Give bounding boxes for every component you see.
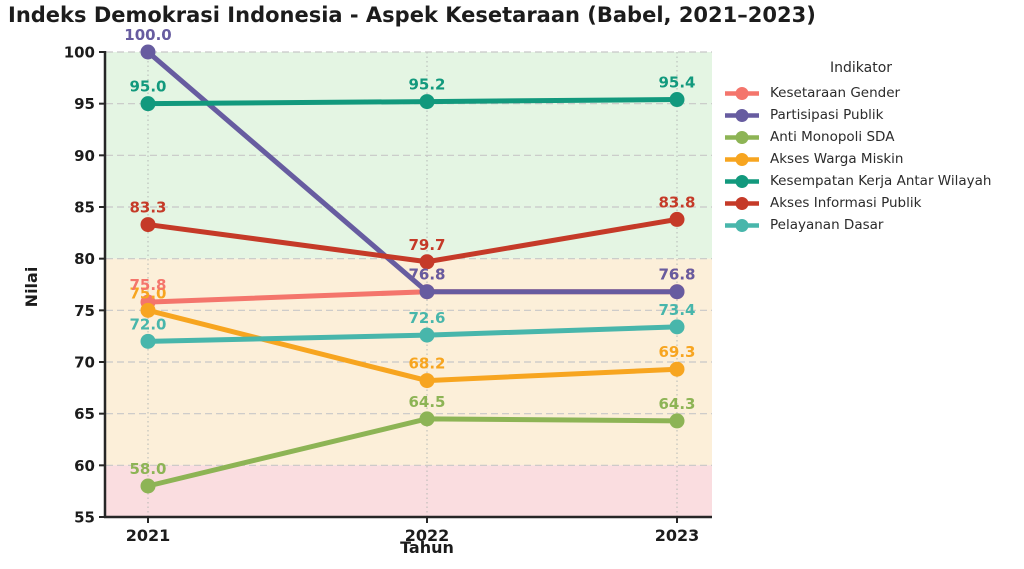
point-label-akses-informasi-publik-2021: 83.3: [129, 199, 166, 217]
point-akses-informasi-publik-2021: [140, 217, 156, 233]
point-label-partisipasi-publik-2022: 76.8: [408, 266, 445, 284]
point-pelayanan-dasar-2023: [669, 319, 685, 335]
point-anti-monopoli-sda-2021: [140, 478, 156, 494]
point-label-kesempatan-kerja-antar-wilayah-2022: 95.2: [408, 76, 445, 94]
point-label-partisipasi-publik-2021: 100.0: [124, 26, 171, 44]
y-tick-label-80: 80: [74, 250, 95, 268]
point-label-pelayanan-dasar-2021: 72.0: [129, 315, 166, 333]
y-axis-label: Nilai: [22, 267, 41, 308]
legend-marker-pelayanan-dasar: [725, 218, 759, 232]
point-label-akses-warga-miskin-2021: 75.0: [129, 284, 166, 302]
point-partisipasi-publik-2022: [419, 284, 435, 300]
point-label-kesempatan-kerja-antar-wilayah-2021: 95.0: [129, 78, 166, 96]
point-label-kesetaraan-gender-2021: 75.8: [129, 276, 166, 294]
legend-item-akses-warga-miskin: Akses Warga Miskin: [723, 148, 1023, 170]
point-kesempatan-kerja-antar-wilayah-2023: [669, 92, 685, 108]
point-label-anti-monopoli-sda-2023: 64.3: [658, 395, 695, 413]
point-akses-informasi-publik-2022: [419, 254, 435, 270]
point-anti-monopoli-sda-2022: [419, 411, 435, 427]
x-tick-label-2023: 2023: [655, 526, 700, 545]
x-tick-label-2022: 2022: [405, 526, 450, 545]
point-label-kesetaraan-gender-2023: 76.8: [658, 266, 695, 284]
legend-title: Indikator: [829, 60, 893, 76]
y-tick-label-85: 85: [74, 199, 95, 217]
point-akses-informasi-publik-2023: [669, 211, 685, 227]
point-label-anti-monopoli-sda-2022: 64.5: [408, 393, 445, 411]
point-label-akses-warga-miskin-2023: 69.3: [658, 343, 695, 361]
legend-marker-kesetaraan-gender: [725, 86, 759, 100]
legend-label-akses-informasi-publik: Akses Informasi Publik: [770, 195, 922, 211]
legend-label-kesetaraan-gender: Kesetaraan Gender: [770, 85, 901, 101]
point-kesempatan-kerja-antar-wilayah-2021: [140, 96, 156, 112]
point-label-kesetaraan-gender-2022: 76.8: [408, 266, 445, 284]
legend-item-akses-informasi-publik: Akses Informasi Publik: [723, 192, 1023, 214]
point-partisipasi-publik-2021: [140, 44, 156, 60]
point-label-partisipasi-publik-2023: 76.8: [658, 266, 695, 284]
legend-item-partisipasi-publik: Partisipasi Publik: [723, 104, 1023, 126]
legend-label-anti-monopoli-sda: Anti Monopoli SDA: [770, 129, 895, 145]
x-axis-label: Tahun: [400, 538, 454, 557]
point-akses-warga-miskin-2021: [140, 302, 156, 318]
legend: Indikator Kesetaraan Gender Partisipasi P…: [723, 60, 1023, 236]
point-label-kesempatan-kerja-antar-wilayah-2023: 95.4: [658, 74, 695, 92]
point-kesempatan-kerja-antar-wilayah-2022: [419, 94, 435, 110]
legend-item-kesempatan-kerja-antar-wilayah: Kesempatan Kerja Antar Wilayah: [723, 170, 1023, 192]
point-anti-monopoli-sda-2023: [669, 413, 685, 429]
legend-marker-akses-informasi-publik: [725, 196, 759, 210]
legend-items: Kesetaraan Gender Partisipasi Publik Anti …: [723, 82, 1023, 236]
point-label-akses-informasi-publik-2022: 79.7: [408, 236, 445, 254]
point-label-akses-warga-miskin-2022: 68.2: [408, 355, 445, 373]
y-tick-label-100: 100: [64, 44, 95, 62]
y-tick-label-70: 70: [74, 354, 95, 372]
legend-label-kesempatan-kerja-antar-wilayah: Kesempatan Kerja Antar Wilayah: [770, 173, 992, 189]
legend-item-pelayanan-dasar: Pelayanan Dasar: [723, 214, 1023, 236]
point-akses-warga-miskin-2022: [419, 373, 435, 389]
legend-marker-anti-monopoli-sda: [725, 130, 759, 144]
x-tick-label-2021: 2021: [126, 526, 171, 545]
legend-item-anti-monopoli-sda: Anti Monopoli SDA: [723, 126, 1023, 148]
point-akses-warga-miskin-2023: [669, 361, 685, 377]
legend-label-akses-warga-miskin: Akses Warga Miskin: [770, 151, 904, 167]
y-tick-label-75: 75: [74, 302, 95, 320]
y-tick-label-60: 60: [74, 457, 95, 475]
point-partisipasi-publik-2023: [669, 284, 685, 300]
point-label-pelayanan-dasar-2022: 72.6: [408, 309, 445, 327]
point-label-pelayanan-dasar-2023: 73.4: [658, 301, 695, 319]
point-pelayanan-dasar-2021: [140, 333, 156, 349]
y-tick-label-90: 90: [74, 147, 95, 165]
legend-label-partisipasi-publik: Partisipasi Publik: [770, 107, 884, 123]
point-pelayanan-dasar-2022: [419, 327, 435, 343]
point-label-anti-monopoli-sda-2021: 58.0: [129, 460, 166, 478]
point-label-akses-informasi-publik-2023: 83.8: [658, 193, 695, 211]
y-tick-label-65: 65: [74, 405, 95, 423]
legend-marker-akses-warga-miskin: [725, 152, 759, 166]
legend-marker-partisipasi-publik: [725, 108, 759, 122]
chart-title: Indeks Demokrasi Indonesia - Aspek Keset…: [8, 3, 816, 27]
legend-label-pelayanan-dasar: Pelayanan Dasar: [770, 217, 884, 233]
legend-item-kesetaraan-gender: Kesetaraan Gender: [723, 82, 1023, 104]
y-tick-label-55: 55: [74, 509, 95, 527]
legend-marker-kesempatan-kerja-antar-wilayah: [725, 174, 759, 188]
y-tick-label-95: 95: [74, 95, 95, 113]
